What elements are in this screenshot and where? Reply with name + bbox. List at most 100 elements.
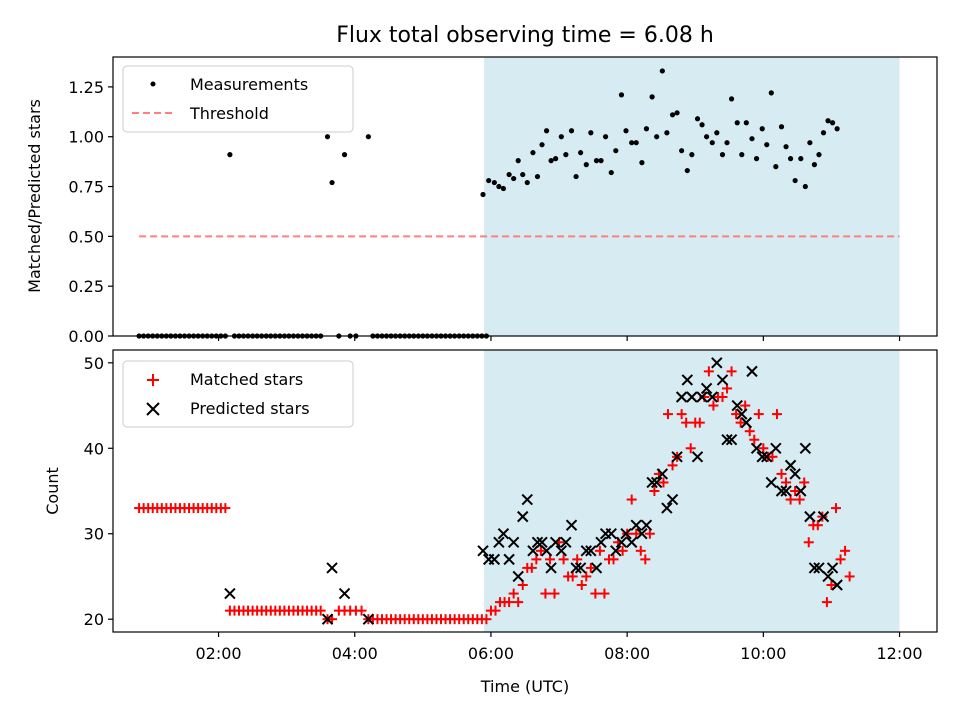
- measurement-point: [500, 185, 507, 192]
- matched-point: [803, 537, 814, 548]
- predicted-point: [620, 528, 632, 540]
- measurement-point: [792, 177, 798, 184]
- predicted-point: [761, 451, 773, 463]
- predicted-point: [831, 579, 843, 591]
- measurement-point: [530, 150, 536, 156]
- y-tick-label: 0.50: [68, 227, 104, 246]
- measurement-point: [515, 158, 521, 164]
- predicted-point: [536, 536, 548, 548]
- top-shaded-region: [484, 57, 900, 336]
- measurement-point: [719, 152, 726, 158]
- predicted-point: [784, 459, 797, 472]
- matched-point: [708, 400, 719, 411]
- y-tick-label: 0.00: [68, 327, 104, 346]
- measurement-point: [669, 112, 676, 118]
- matched-point: [504, 597, 515, 608]
- measurement-point: [341, 152, 348, 158]
- matched-point: [513, 597, 524, 608]
- measurement-point: [679, 148, 685, 154]
- measurement-point: [807, 140, 813, 146]
- predicted-point: [780, 485, 792, 497]
- measurement-point: [798, 156, 804, 162]
- measurement-point: [511, 175, 517, 182]
- measurement-point: [534, 173, 541, 180]
- predicted-point: [671, 451, 683, 463]
- y-tick-label: 20: [84, 610, 104, 629]
- figure-title: Flux total observing time = 6.08 h: [336, 23, 714, 48]
- predicted-point: [321, 613, 334, 625]
- predicted-point: [675, 391, 688, 403]
- bottom-x-label: Time (UTC): [480, 677, 569, 696]
- measurement-point: [598, 158, 604, 164]
- y-tick-label: 50: [84, 354, 104, 373]
- predicted-point: [574, 562, 587, 574]
- measurement-point: [329, 179, 335, 186]
- measurement-point: [573, 173, 579, 180]
- matched-point: [572, 554, 583, 565]
- predicted-point: [804, 510, 816, 523]
- matched-point: [726, 366, 737, 377]
- predicted-point: [517, 510, 529, 523]
- measurement-point: [753, 156, 760, 162]
- matched-point: [676, 409, 687, 420]
- predicted-point: [570, 562, 582, 574]
- measurement-point: [768, 90, 774, 96]
- predicted-point: [362, 613, 375, 625]
- matched-point: [794, 494, 805, 505]
- measurement-point: [553, 156, 559, 162]
- measurement-point: [816, 152, 822, 158]
- measurement-point: [734, 120, 740, 126]
- measurement-point: [703, 134, 710, 140]
- predicted-point: [595, 536, 607, 548]
- measurement-point: [684, 167, 690, 174]
- measurement-point: [834, 126, 840, 132]
- bottom-axis-ticks: 20 30 40 50 02:00 04:00 06:00 08:00 10:00 12:00: [84, 354, 923, 663]
- measurement-point: [543, 128, 550, 134]
- bottom-legend-box: [122, 360, 354, 428]
- measurement-point: [618, 92, 625, 98]
- measurement-point: [524, 179, 530, 186]
- measurement-point: [664, 130, 670, 136]
- predicted-point: [531, 536, 544, 548]
- measurement-point: [778, 124, 785, 130]
- measurement-point: [633, 140, 639, 146]
- bottom-legend: Matched stars Predicted stars: [122, 360, 354, 428]
- predicted-point: [630, 519, 642, 531]
- x-tick-label: 10:00: [740, 644, 786, 663]
- measurement-point: [764, 142, 770, 148]
- matched-point: [681, 417, 692, 428]
- y-tick-label: 0.75: [68, 178, 104, 197]
- measurement-point: [825, 118, 831, 124]
- predicted-point: [656, 468, 669, 480]
- top-panel: 0.00 0.25 0.50 0.75 1.00 1.25 Matched/Predict…: [25, 56, 938, 346]
- matched-point: [663, 409, 674, 420]
- matched-point: [694, 417, 705, 428]
- predicted-point: [813, 562, 825, 574]
- measurement-point: [593, 158, 600, 164]
- predicted-point: [636, 528, 648, 540]
- matched-point: [356, 605, 367, 616]
- matched-point: [626, 494, 637, 505]
- legend-marker-measurements: [150, 81, 156, 87]
- matched-point: [608, 554, 619, 565]
- measurement-point: [324, 134, 331, 140]
- predicted-point: [540, 545, 553, 557]
- matched-point: [531, 554, 542, 565]
- measurement-point: [759, 126, 765, 132]
- measurement-point: [811, 162, 818, 168]
- predicted-point: [605, 528, 617, 540]
- matched-point: [585, 562, 596, 573]
- measurement-point: [486, 177, 492, 184]
- predicted-point: [527, 545, 539, 557]
- matched-point: [799, 477, 810, 488]
- matched-point: [790, 486, 801, 496]
- measurement-point: [787, 156, 794, 162]
- measurement-point: [643, 126, 650, 132]
- predicted-point: [580, 545, 592, 557]
- predicted-point: [545, 562, 557, 574]
- measurement-point: [659, 68, 665, 74]
- predicted-point: [808, 562, 821, 574]
- predicted-point: [775, 485, 788, 497]
- measurement-point: [829, 120, 836, 126]
- predicted-point: [507, 536, 520, 548]
